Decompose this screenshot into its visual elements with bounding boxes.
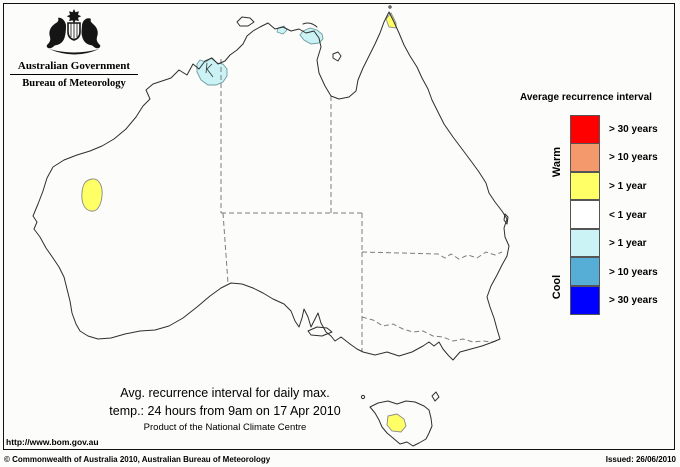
cool-axis-label: Cool	[551, 274, 563, 300]
issued-date-text: Issued: 26/06/2010	[605, 455, 676, 464]
patch-kimberley-cool	[196, 57, 228, 86]
legend-item-label: > 10 years	[609, 152, 658, 164]
legend-item: > 10 years	[570, 257, 658, 287]
caption-line-1: Avg. recurrence interval for daily max.	[120, 386, 330, 400]
kangaroo-island	[307, 326, 333, 337]
king-island	[360, 394, 366, 400]
legend-item-label: > 1 year	[609, 238, 647, 250]
mainland-coastline	[32, 11, 510, 361]
agency-logo-block: Australian Government Bureau of Meteorol…	[8, 8, 140, 89]
map-caption: Avg. recurrence interval for daily max. …	[64, 384, 386, 434]
legend-item: > 1 year	[570, 171, 658, 201]
legend-swatch	[570, 171, 600, 201]
legend-swatch	[570, 257, 600, 287]
bureau-title: Bureau of Meteorology	[22, 78, 126, 89]
legend-swatch	[570, 115, 600, 144]
map-frame	[3, 3, 675, 450]
state-borders	[220, 59, 503, 352]
cape-york-islet	[388, 5, 392, 9]
cobourg-coast-arc	[302, 22, 318, 28]
coat-of-arms-icon	[46, 9, 101, 55]
warm-axis-label: Warm	[551, 146, 563, 178]
caption-line-2: temp.: 24 hours from 9am on 17 Apr 2010	[109, 404, 341, 418]
legend-item: > 10 years	[570, 143, 658, 173]
tasmania-coastline	[369, 400, 433, 447]
groote-eylandt	[332, 51, 342, 62]
patch-cape-york-warm	[385, 12, 397, 29]
legend-item-label: < 1 year	[609, 209, 647, 221]
legend-item: < 1 year	[570, 200, 658, 230]
legend-item: > 1 year	[570, 228, 658, 258]
logo-divider	[10, 74, 138, 75]
government-title: Australian Government	[17, 60, 131, 72]
patch-arnhem-cool	[299, 27, 324, 45]
flinders-island	[431, 391, 440, 402]
legend-swatch	[570, 200, 600, 229]
legend-item: > 30 years	[570, 115, 658, 144]
legend-item: > 30 years	[570, 286, 658, 316]
legend-scale: > 30 years > 10 years > 1 year < 1 year …	[570, 115, 658, 315]
caption-line-3: Product of the National Climate Centre	[143, 422, 307, 433]
king-sound-inlet-lines	[205, 62, 214, 78]
legend-title: Average recurrence interval	[520, 92, 652, 103]
legend-swatch	[570, 228, 600, 258]
bom-url-text: http://www.bom.gov.au	[6, 437, 99, 447]
legend-item-label: > 1 year	[609, 180, 647, 192]
legend-item-label: > 30 years	[609, 295, 658, 307]
legend-item-label: > 10 years	[609, 266, 658, 278]
patch-wa-interior-warm	[81, 178, 103, 212]
legend-swatch	[570, 143, 600, 172]
melville-island	[236, 16, 255, 27]
copyright-text: © Commonwealth of Australia 2010, Austra…	[4, 455, 271, 464]
fraser-island	[503, 213, 509, 225]
legend-item-label: > 30 years	[609, 123, 658, 135]
patch-west-tasmania-warm	[386, 413, 407, 433]
legend: Average recurrence interval Warm Cool > …	[520, 92, 678, 315]
legend-swatch	[570, 286, 600, 315]
